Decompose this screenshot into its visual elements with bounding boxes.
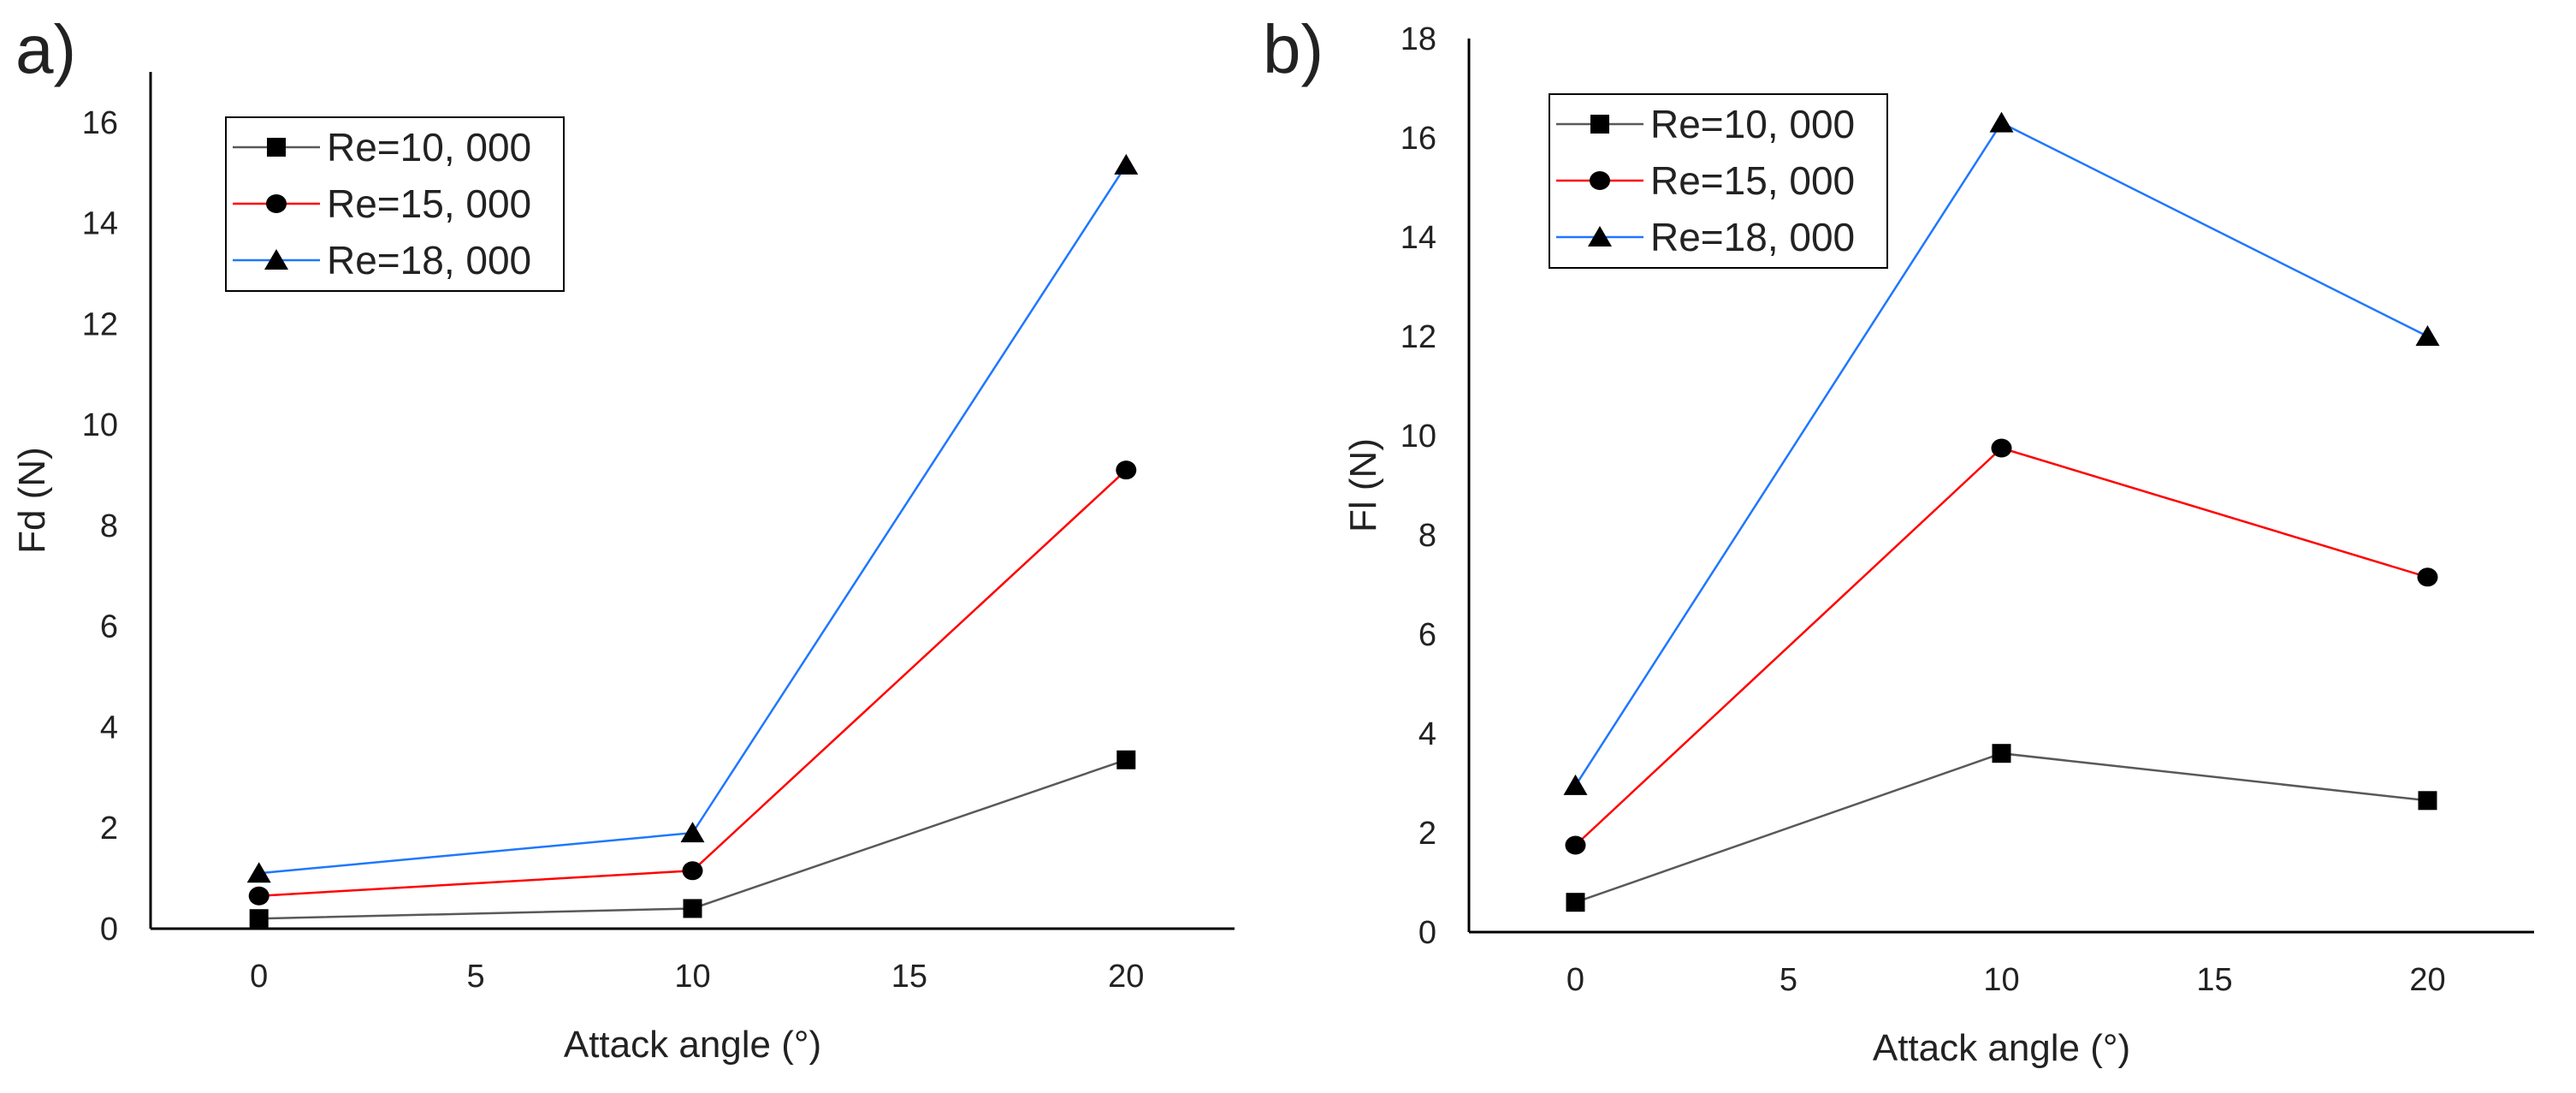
x-tick-label: 0 bbox=[250, 959, 268, 995]
data-point-series-0 bbox=[1992, 744, 2011, 763]
data-point-series-2 bbox=[680, 822, 705, 843]
y-tick-label: 16 bbox=[1401, 121, 1436, 157]
chart-panel-0: a) 0 2 4 6 8 10 12 14 16 0 5 10 15 20 Attack angle (°) F… bbox=[11, 11, 1235, 1066]
data-point-series-1 bbox=[1565, 835, 1586, 855]
panel-label: a) bbox=[15, 11, 76, 87]
y-tick-label: 10 bbox=[1401, 419, 1436, 454]
legend-label-0: Re=10, 000 bbox=[1650, 102, 1855, 146]
y-tick-label: 0 bbox=[100, 912, 118, 947]
data-point-series-2 bbox=[2415, 325, 2440, 346]
y-tick-label: 6 bbox=[100, 609, 118, 645]
legend-marker-1 bbox=[1590, 171, 1610, 190]
y-tick-label: 8 bbox=[100, 508, 118, 544]
data-point-series-1 bbox=[1991, 438, 2012, 458]
data-point-series-2 bbox=[246, 862, 271, 883]
x-tick-label: 20 bbox=[1108, 959, 1144, 995]
y-tick-label: 14 bbox=[1401, 220, 1436, 256]
data-point-series-0 bbox=[683, 899, 702, 918]
data-point-series-2 bbox=[1563, 774, 1588, 795]
data-point-series-2 bbox=[1114, 153, 1139, 175]
y-tick-label: 14 bbox=[82, 206, 118, 242]
data-point-series-1 bbox=[2417, 567, 2438, 587]
legend-label-2: Re=18, 000 bbox=[327, 238, 531, 282]
legend-label-0: Re=10, 000 bbox=[327, 125, 531, 169]
x-tick-label: 10 bbox=[674, 959, 710, 995]
data-point-series-0 bbox=[2418, 791, 2437, 811]
y-tick-label: 12 bbox=[1401, 319, 1436, 355]
data-point-series-1 bbox=[248, 886, 269, 906]
data-point-series-0 bbox=[1116, 750, 1136, 769]
y-tick-label: 10 bbox=[82, 407, 118, 443]
legend-marker-2 bbox=[1588, 226, 1612, 247]
y-tick-label: 12 bbox=[82, 306, 118, 342]
y-tick-label: 2 bbox=[100, 811, 118, 846]
x-tick-label: 15 bbox=[891, 959, 927, 995]
x-tick-label: 5 bbox=[467, 959, 485, 995]
series-line-0 bbox=[1575, 751, 2428, 904]
legend-marker-1 bbox=[266, 194, 287, 213]
y-axis-title: Fl (N) bbox=[1342, 438, 1384, 532]
y-tick-label: 18 bbox=[1401, 21, 1436, 57]
data-point-series-0 bbox=[1566, 893, 1585, 912]
x-axis-title: Attack angle (°) bbox=[564, 1024, 821, 1066]
y-tick-label: 0 bbox=[1418, 915, 1436, 951]
data-point-series-1 bbox=[1116, 460, 1137, 480]
legend-label-1: Re=15, 000 bbox=[327, 181, 531, 226]
data-point-series-2 bbox=[1989, 111, 2014, 133]
y-tick-label: 8 bbox=[1418, 518, 1436, 554]
y-tick-label: 2 bbox=[1418, 816, 1436, 852]
x-tick-label: 5 bbox=[1780, 962, 1797, 998]
legend-marker-2 bbox=[264, 249, 288, 270]
data-point-series-0 bbox=[249, 909, 269, 929]
legend-marker-0 bbox=[1590, 115, 1609, 134]
y-tick-label: 6 bbox=[1418, 617, 1436, 653]
y-tick-label: 16 bbox=[82, 105, 118, 141]
y-axis-title: Fd (N) bbox=[11, 447, 53, 554]
data-point-series-1 bbox=[682, 861, 703, 881]
x-tick-label: 20 bbox=[2409, 962, 2445, 998]
legend-label-1: Re=15, 000 bbox=[1650, 158, 1855, 203]
x-tick-label: 15 bbox=[2196, 962, 2232, 998]
x-tick-label: 10 bbox=[1983, 962, 2019, 998]
y-tick-label: 4 bbox=[100, 710, 118, 745]
legend-label-2: Re=18, 000 bbox=[1650, 215, 1855, 259]
panel-label: b) bbox=[1263, 11, 1324, 87]
x-tick-label: 0 bbox=[1566, 962, 1584, 998]
x-axis-title: Attack angle (°) bbox=[1873, 1027, 2130, 1069]
legend-marker-0 bbox=[267, 138, 286, 157]
y-tick-label: 4 bbox=[1418, 716, 1436, 752]
chart-panel-1: b) 0 2 4 6 8 10 12 14 16 18 0 5 10 15 20 Attack angle (°… bbox=[1263, 11, 2534, 1069]
